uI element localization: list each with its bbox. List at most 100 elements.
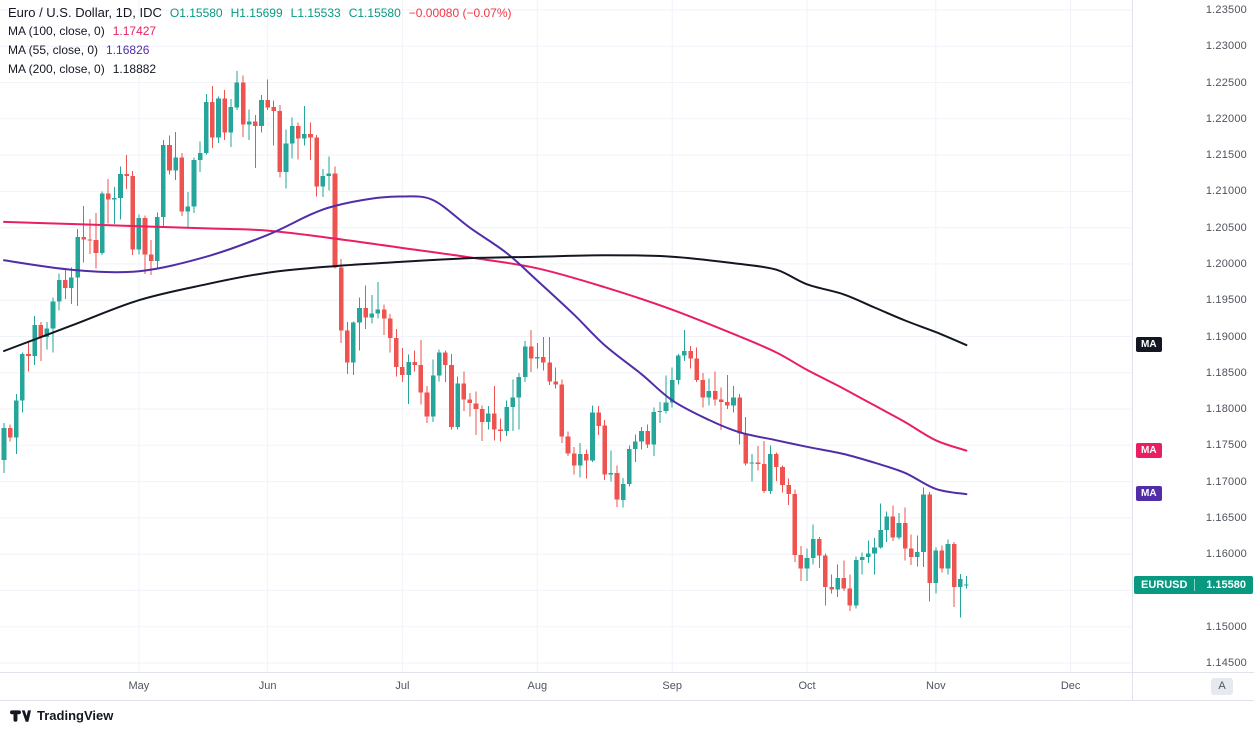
candle <box>645 424 650 449</box>
price-tick-label: 1.19000 <box>1205 330 1247 343</box>
candle <box>559 379 565 444</box>
candle <box>620 478 626 508</box>
candle <box>878 503 883 549</box>
ma-price-badge: MA <box>1136 486 1162 502</box>
candle <box>75 229 80 306</box>
candle <box>933 547 939 594</box>
candle <box>535 343 540 369</box>
candle <box>688 345 693 369</box>
candle <box>302 105 307 146</box>
candle <box>817 536 822 568</box>
candle <box>197 141 203 172</box>
ma-price-badge: MA <box>1136 337 1162 353</box>
candle <box>99 191 105 256</box>
grid-layer <box>0 0 1132 672</box>
candle <box>706 378 712 406</box>
indicator-label: MA (100, close, 0) <box>8 24 105 38</box>
price-tick-label: 1.14500 <box>1205 657 1247 669</box>
candle <box>590 405 595 462</box>
last-price-badge-symbol: EURUSD <box>1141 578 1196 591</box>
time-tick-label: Sep <box>662 680 682 692</box>
candle <box>63 269 68 299</box>
candle <box>289 117 295 159</box>
candle <box>185 192 191 227</box>
price-axis[interactable]: 1.23500 1.23000 1.22500 1.22000 1.21500 1.210… <box>1132 0 1254 672</box>
time-tick-label: May <box>128 680 150 692</box>
candle <box>357 297 362 351</box>
candle <box>743 417 748 466</box>
candle <box>265 79 270 111</box>
candle <box>908 534 914 565</box>
candle <box>737 393 742 445</box>
candle <box>400 348 405 383</box>
price-tick-label: 1.23500 <box>1205 4 1247 16</box>
candle <box>216 96 221 143</box>
low-value: L1.15533 <box>290 6 341 20</box>
candle <box>38 322 44 362</box>
candle <box>191 157 197 214</box>
candle <box>7 424 13 442</box>
price-tick-label: 1.15000 <box>1205 620 1247 633</box>
candle <box>271 100 276 146</box>
candle <box>467 393 473 417</box>
candle <box>792 489 798 563</box>
symbol-legend-row[interactable]: Euro / U.S. Dollar, 1D, IDC O1.15580 H1.… <box>8 5 512 24</box>
candle <box>958 573 963 618</box>
candle <box>93 213 99 269</box>
indicator-legend-row-ma100[interactable]: MA (100, close, 0) 1.17427 <box>8 24 512 43</box>
auto-scale-button[interactable]: A <box>1211 678 1233 695</box>
candle <box>308 122 313 161</box>
price-tick-label: 1.18500 <box>1205 366 1247 379</box>
symbol-title[interactable]: Euro / U.S. Dollar, 1D, IDC <box>8 5 162 20</box>
candle <box>786 478 791 505</box>
time-tick-label: Nov <box>926 680 946 692</box>
candle <box>823 553 828 606</box>
indicator-legend-row-ma200[interactable]: MA (200, close, 0) 1.18882 <box>8 62 512 81</box>
time-axis[interactable]: May Jun Jul Aug Sep Oct Nov Dec <box>0 672 1132 700</box>
time-tick-label: Aug <box>527 680 548 692</box>
candle <box>430 359 436 423</box>
candle <box>130 171 135 256</box>
candle <box>81 205 86 263</box>
candle <box>804 548 810 581</box>
candle <box>473 391 479 436</box>
candle <box>921 487 926 568</box>
candle <box>436 349 442 382</box>
indicator-legend-row-ma55[interactable]: MA (55, close, 0) 1.16826 <box>8 43 512 62</box>
candle <box>498 418 503 442</box>
price-tick-label: 1.20500 <box>1205 221 1247 234</box>
candle <box>14 393 19 454</box>
candle <box>866 540 871 563</box>
high-value: H1.15699 <box>230 6 283 20</box>
candle <box>1 422 7 473</box>
indicator-value: 1.17427 <box>112 24 157 38</box>
candle <box>602 419 607 481</box>
candle <box>541 337 546 371</box>
candle <box>412 350 417 372</box>
candle <box>577 443 583 478</box>
candle <box>326 156 332 191</box>
candle <box>927 491 932 602</box>
candle <box>633 434 638 462</box>
chart-canvas[interactable] <box>0 0 1132 672</box>
candle <box>418 340 424 405</box>
footer-bar: TradingView <box>0 700 1254 732</box>
candle <box>56 273 62 311</box>
tradingview-brand-link[interactable]: TradingView <box>10 708 113 723</box>
candle <box>161 139 166 227</box>
candle <box>26 340 31 372</box>
candle <box>504 400 509 436</box>
indicator-value: 1.16826 <box>106 43 150 57</box>
candle <box>896 512 902 540</box>
time-tick-label: Jul <box>395 680 410 692</box>
time-tick-label: Oct <box>798 680 816 692</box>
candle <box>571 446 577 475</box>
candle <box>345 322 350 375</box>
candle <box>50 297 56 353</box>
candle <box>479 405 485 441</box>
candle <box>835 564 840 597</box>
candle <box>712 371 718 406</box>
candle <box>829 574 834 594</box>
candle <box>381 304 387 335</box>
candle <box>596 406 601 436</box>
